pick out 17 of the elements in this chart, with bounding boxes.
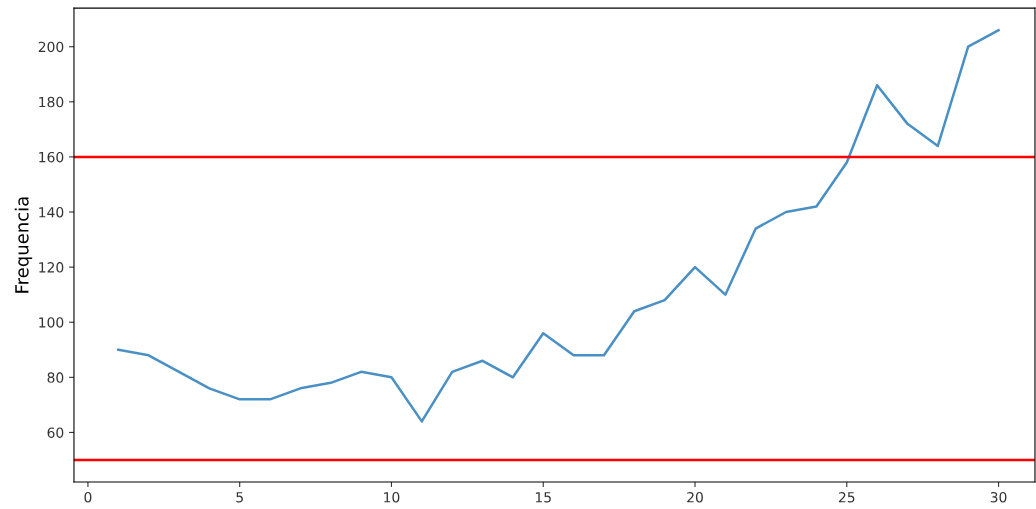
line-series — [117, 28, 1000, 423]
y-tick-label: 80 — [47, 372, 64, 383]
y-tick-label: 200 — [38, 41, 64, 53]
x-tick-label: 0 — [84, 491, 92, 503]
x-tick-label: 5 — [236, 492, 243, 503]
y-tick-label: 100 — [39, 317, 64, 328]
x-tick-label: 20 — [687, 491, 703, 503]
x-tick-label: 10 — [384, 491, 400, 503]
x-tick-label: 25 — [838, 491, 855, 503]
y-tick-label: 60 — [47, 427, 64, 438]
y-tick-label: 120 — [39, 262, 64, 273]
y-tick-label: 140 — [39, 206, 64, 218]
x-tick-label: 30 — [990, 491, 1007, 503]
y-axis-title: Frequencia — [14, 197, 33, 293]
y-tick-label: 160 — [39, 151, 64, 163]
x-tick-label: 15 — [535, 492, 551, 503]
y-tick-label: 180 — [39, 96, 64, 108]
